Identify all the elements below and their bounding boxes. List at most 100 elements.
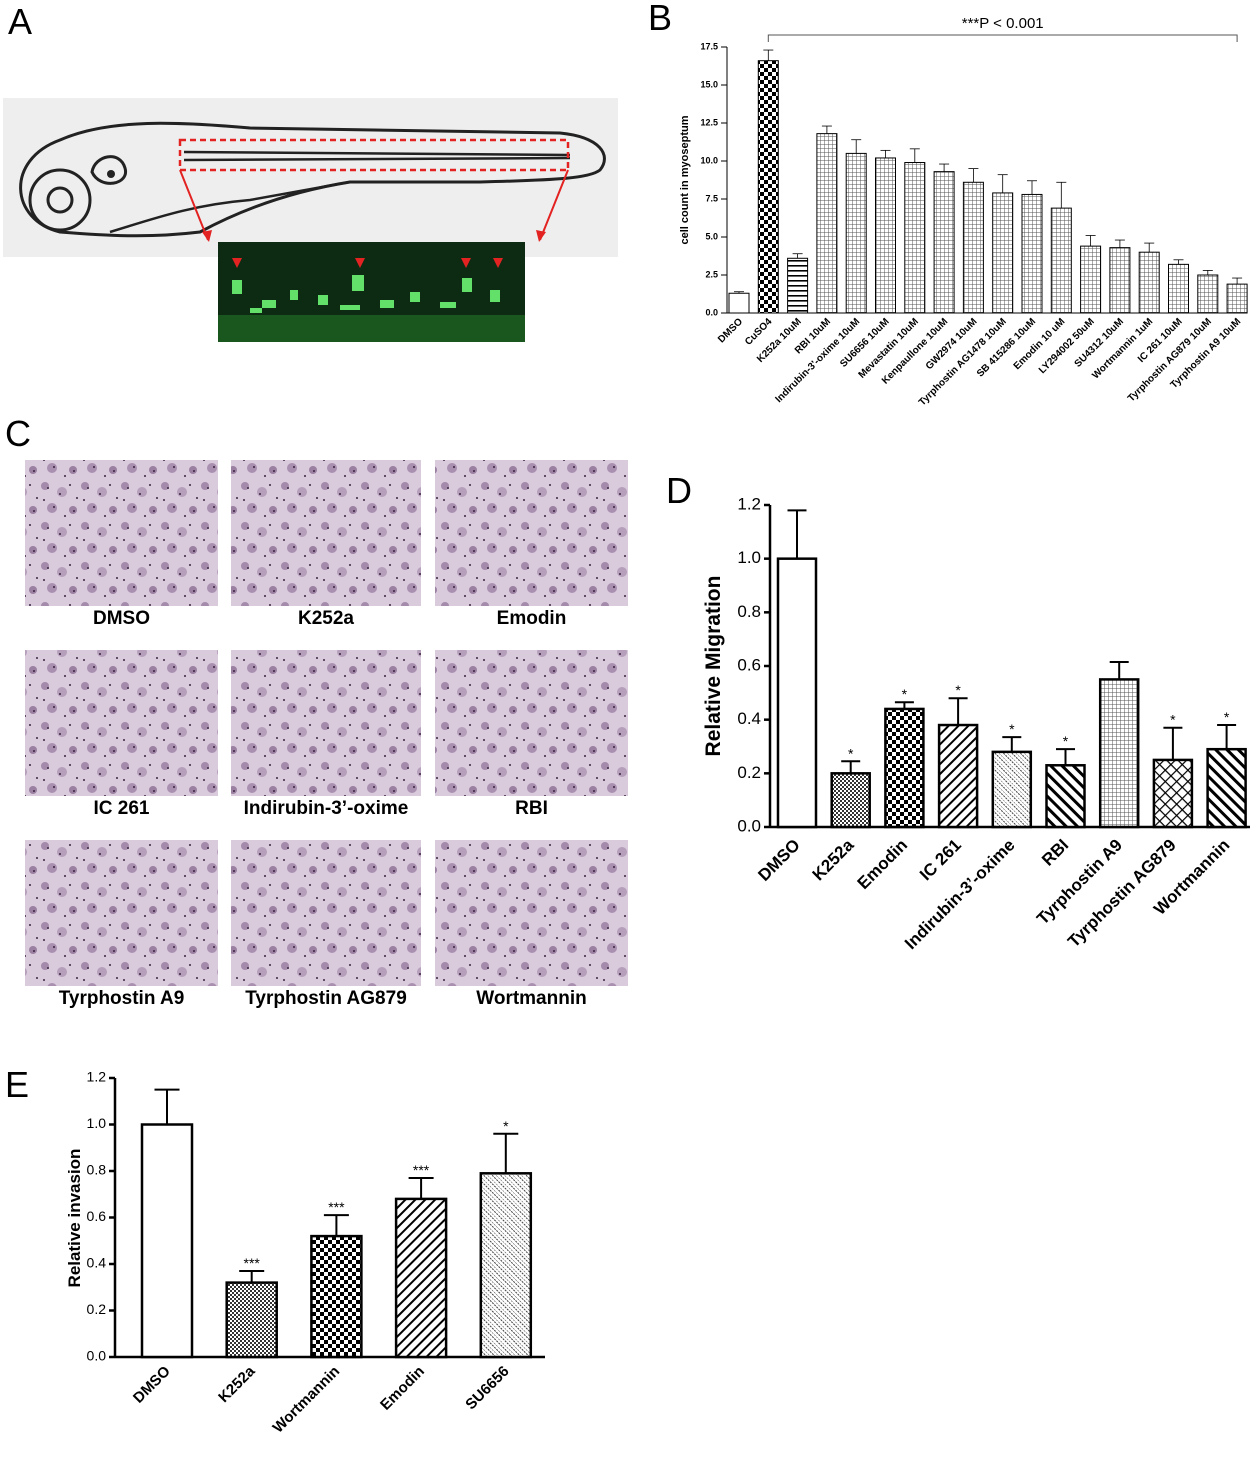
significance-label: *** [413, 1162, 430, 1178]
microscopy-image [231, 840, 421, 986]
significance-label: * [1170, 712, 1176, 728]
significance-label: * [1009, 721, 1015, 737]
x-tick-label: SU6656 [462, 1363, 512, 1413]
bar [904, 162, 926, 314]
bar [728, 292, 750, 314]
y-axis-title: cell count in myoseptum [679, 115, 691, 244]
y-tick-label: 7.5 [705, 193, 718, 203]
bar [937, 723, 979, 829]
bar [1206, 747, 1247, 829]
panel-label: E [5, 1064, 29, 1105]
x-tick-label: DMSO [130, 1363, 174, 1407]
x-tick-label: Emodin [854, 835, 912, 893]
x-tick-label: K252a [809, 835, 858, 884]
y-tick-label: 17.5 [700, 41, 718, 51]
y-axis-title: Relative invasion [65, 1149, 84, 1288]
significance-label: * [1224, 709, 1230, 725]
y-tick-label: 12.5 [700, 117, 718, 127]
bar [830, 772, 871, 829]
y-tick-label: 0.2 [87, 1301, 107, 1317]
annotation: ***P < 0.001 [962, 15, 1044, 32]
bar [479, 1172, 533, 1359]
bar [1098, 678, 1140, 829]
y-tick-label: 0.6 [87, 1208, 107, 1224]
x-tick-label: K252a [215, 1362, 259, 1406]
y-tick-label: 15.0 [700, 79, 718, 89]
x-tick-label: Emodin [377, 1363, 428, 1414]
y-tick-label: 0.2 [737, 763, 761, 782]
bar [1226, 283, 1248, 314]
y-tick-label: 5.0 [705, 231, 718, 241]
bar [992, 192, 1014, 314]
bar [816, 133, 838, 314]
image-caption: Tyrphostin A9 [59, 988, 185, 1009]
significance-label: *** [244, 1255, 261, 1271]
image-caption: Tyrphostin AG879 [245, 988, 407, 1009]
y-tick-label: 10.0 [700, 155, 718, 165]
y-tick-label: 0.8 [737, 602, 761, 621]
bar [394, 1197, 448, 1359]
microscopy-image [435, 650, 628, 796]
microscopy-image [231, 460, 421, 606]
x-tick-label: RBI [1038, 835, 1072, 869]
x-tick-label: DMSO [716, 316, 745, 345]
image-grid: DMSO K252a Emodin IC 261 Indirubin-3’-oxime R… [25, 460, 628, 1009]
microscopy-image [25, 650, 218, 796]
bar [845, 152, 867, 314]
bar [787, 257, 809, 314]
bar [1152, 758, 1194, 829]
microscopy-image [25, 460, 218, 606]
bar [225, 1281, 278, 1359]
bar [1080, 245, 1102, 314]
bar [1197, 274, 1219, 314]
image-caption: DMSO [93, 608, 150, 629]
y-tick-label: 0.4 [87, 1255, 107, 1271]
bar [140, 1123, 194, 1359]
bar [776, 557, 818, 829]
x-tick-label: Emodin 10 uM [1012, 316, 1068, 372]
image-caption: IC 261 [94, 798, 150, 819]
bar [1138, 251, 1160, 314]
bar [991, 750, 1033, 829]
bar [1021, 193, 1043, 314]
microscopy-image [25, 840, 218, 986]
image-caption: Wortmannin [476, 988, 586, 1009]
bar [933, 171, 955, 314]
x-tick-label: IC 261 [916, 835, 965, 884]
microscopy-image [435, 840, 628, 986]
panel-label: B [648, 0, 672, 38]
y-tick-label: 1.0 [737, 548, 761, 567]
y-axis-title: Relative Migration [702, 576, 725, 757]
fish-schematic [3, 98, 618, 342]
y-tick-label: 1.2 [737, 494, 761, 513]
y-tick-label: 1.2 [87, 1069, 107, 1085]
panel-label: C [5, 413, 31, 454]
microscopy-image [435, 460, 628, 606]
bar [310, 1234, 363, 1359]
image-caption: Emodin [497, 608, 567, 629]
microscopy-image [231, 650, 421, 796]
significance-label: * [503, 1118, 509, 1134]
x-tick-label: GW2974 10uM [924, 316, 980, 372]
image-caption: K252a [298, 608, 354, 629]
panel-label: D [666, 470, 692, 511]
y-tick-label: 0.0 [87, 1348, 107, 1364]
significance-label: * [955, 682, 961, 698]
significance-bracket [767, 34, 1238, 42]
y-tick-label: 0.8 [87, 1162, 107, 1178]
y-tick-label: 0.6 [737, 655, 761, 674]
bar [1109, 247, 1131, 314]
y-tick-label: 0.4 [737, 709, 761, 728]
x-tick-label: DMSO [754, 835, 803, 884]
significance-label: * [1063, 733, 1069, 749]
panel-label: A [8, 1, 32, 42]
x-tick-label: Wortmannin [270, 1363, 344, 1437]
y-tick-label: 0.0 [705, 307, 718, 317]
image-caption: Indirubin-3’-oxime [244, 798, 409, 819]
y-tick-label: 1.0 [87, 1115, 107, 1131]
significance-label: *** [328, 1199, 345, 1215]
image-caption: RBI [515, 798, 548, 819]
bar [875, 157, 896, 314]
y-tick-label: 0.0 [737, 816, 761, 835]
